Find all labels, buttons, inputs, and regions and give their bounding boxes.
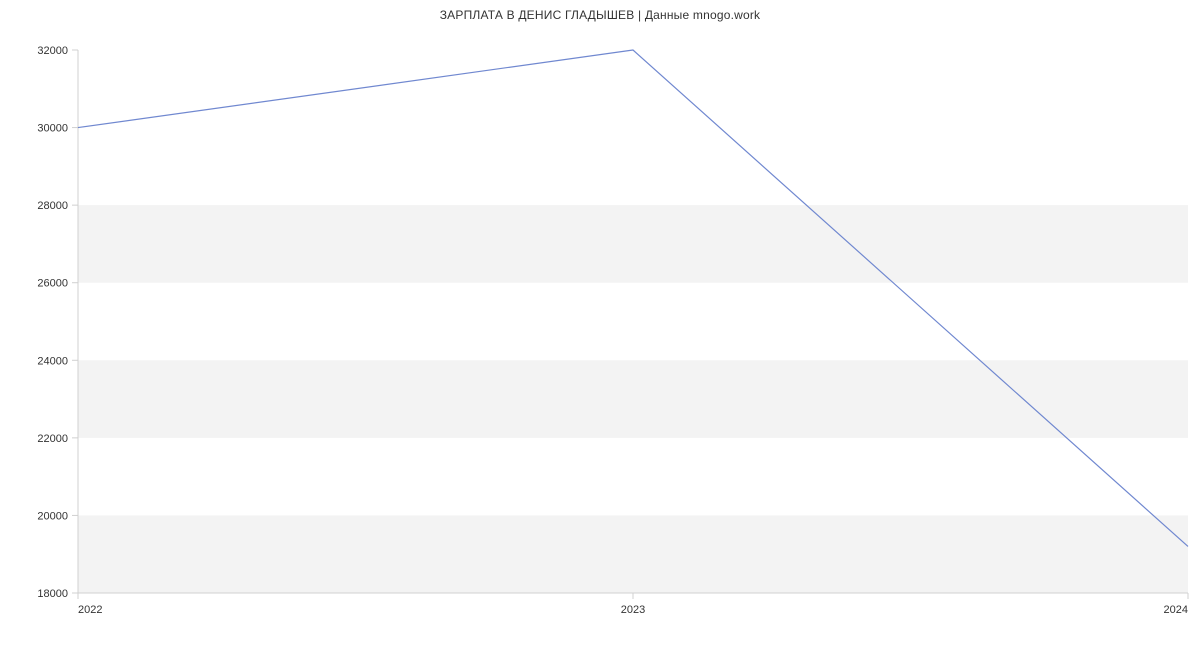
grid-band: [78, 205, 1188, 283]
y-tick-label: 24000: [37, 355, 68, 367]
grid-band: [78, 515, 1188, 593]
grid-band: [78, 360, 1188, 438]
y-tick-label: 20000: [37, 510, 68, 522]
x-tick-label: 2023: [621, 604, 645, 616]
series-line: [78, 50, 1188, 546]
chart-container: ЗАРПЛАТА В ДЕНИС ГЛАДЫШЕВ | Данные mnogo…: [0, 0, 1200, 650]
x-tick-label: 2024: [1164, 604, 1188, 616]
y-tick-label: 26000: [37, 278, 68, 290]
y-tick-label: 30000: [37, 123, 68, 135]
x-tick-label: 2022: [78, 604, 102, 616]
y-tick-label: 22000: [37, 433, 68, 445]
y-tick-label: 32000: [37, 45, 68, 57]
y-tick-label: 28000: [37, 200, 68, 212]
line-chart: 18000 20000 22000 24000 26000 28000 30000 32000…: [0, 0, 1200, 650]
y-tick-label: 18000: [37, 588, 68, 600]
